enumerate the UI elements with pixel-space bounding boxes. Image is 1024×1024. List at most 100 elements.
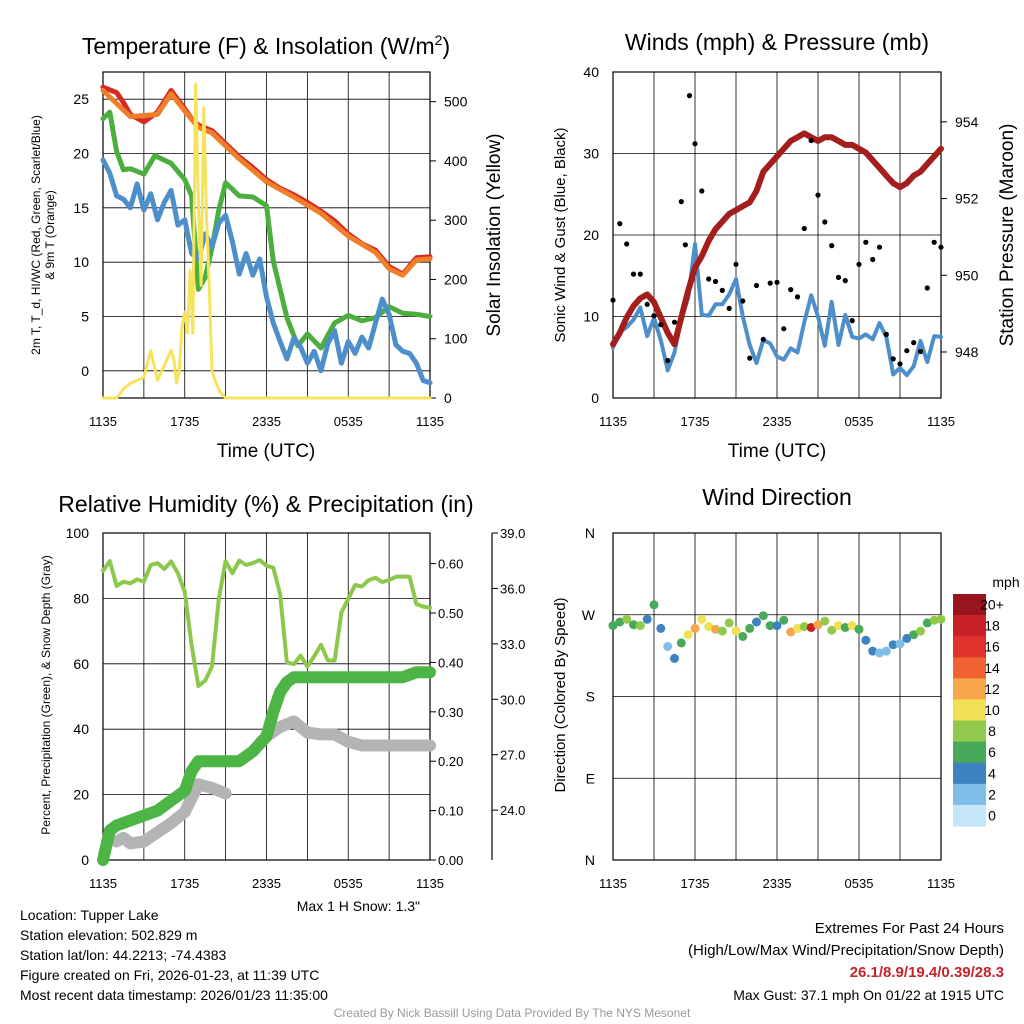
wind-gust-point: [671, 319, 678, 325]
dir-y-tick-label: N: [585, 852, 595, 868]
wind-y-tick-label: 30: [583, 146, 599, 162]
dir-colorbar-swatch: [953, 783, 986, 806]
dir-colorbar-swatch: [953, 594, 986, 616]
dir-y-tick-label: S: [586, 689, 595, 705]
info-location: Location: Tupper Lake: [20, 907, 159, 923]
wind-gust-point: [897, 361, 903, 367]
dir-point: [834, 621, 843, 631]
dir-point: [875, 648, 884, 658]
wind-series-maroon: [610, 130, 944, 348]
dir-point: [663, 642, 673, 651]
temp-y2-tick-label: 300: [444, 212, 468, 228]
dir-x-tick-label: 1735: [681, 876, 710, 891]
dir-point: [608, 621, 618, 631]
wind-gust-point: [733, 261, 739, 267]
rh-y2-tick-label: 0.40: [438, 655, 463, 670]
wind-gust-point: [917, 348, 924, 355]
dir-point: [854, 624, 864, 634]
dir-point: [752, 617, 761, 627]
temp-title: Temperature (F) & Insolation (W/m2): [82, 32, 450, 59]
dir-point: [758, 611, 768, 621]
dir-point: [738, 632, 748, 641]
temp-series-yellow: [101, 82, 432, 400]
dir-point: [827, 625, 837, 635]
dir-point: [683, 630, 693, 640]
dir-colorbar-swatch: [953, 804, 986, 827]
temp-series-orange: [100, 88, 433, 278]
temp-y2-tick-label: 0: [444, 390, 452, 406]
temp-y-tick-label: 0: [81, 363, 89, 379]
temp-y2-tick-label: 500: [444, 94, 468, 110]
wind-y-tick-label: 40: [583, 64, 599, 80]
dir-colorbar-swatch: [953, 636, 986, 658]
dir-point: [711, 624, 720, 634]
temp-series-blue: [100, 157, 433, 386]
wind-gust-point: [883, 331, 889, 337]
temp-y-tick-label: 20: [73, 146, 89, 162]
wind-gust-point: [931, 239, 937, 245]
rh-x-tick-label: 2335: [252, 876, 281, 891]
wind-gust-point: [863, 239, 869, 245]
dir-point: [779, 615, 789, 625]
wind-gust-point: [686, 93, 693, 99]
dir-point: [888, 640, 898, 650]
rh-y3-tick-label: 30.0: [500, 692, 525, 707]
wind-gust-point: [644, 301, 650, 307]
temp-x-tick-label: 2335: [252, 414, 281, 429]
dir-y-label: Direction (Colored By Speed): [552, 597, 569, 792]
wind-y2-tick-label: 948: [955, 344, 979, 360]
dir-point: [881, 646, 891, 656]
dir-x-tick-label: 0535: [845, 876, 874, 891]
dir-colorbar-label: 2: [988, 786, 996, 802]
wind-title: Winds (mph) & Pressure (mb): [625, 29, 929, 55]
wind-gust-point: [712, 278, 719, 285]
extremes-title: Extremes For Past 24 Hours: [814, 920, 1004, 937]
dir-x-tick-label: 2335: [763, 876, 792, 891]
wind-x-tick-label: 2335: [763, 414, 792, 429]
dir-point: [806, 623, 816, 632]
dir-point: [916, 626, 925, 636]
rh-y3-tick-label: 39.0: [500, 526, 525, 541]
dir-point: [697, 614, 707, 624]
temp-x-tick-label: 1135: [416, 414, 444, 429]
dir-point: [615, 617, 625, 627]
wind-y2-tick-label: 950: [955, 267, 979, 283]
rh-y2-tick-label: 0.00: [438, 853, 463, 868]
dir-point: [793, 623, 802, 633]
station-info: Location: Tupper Lake Station elevation:…: [20, 905, 328, 1005]
dir-point: [786, 627, 796, 637]
temp-x-tick-label: 1135: [89, 414, 117, 429]
wind-gust-point: [699, 188, 705, 194]
dir-point: [724, 618, 734, 628]
wind-gust-point: [890, 356, 896, 362]
rh-series-snow: [110, 778, 232, 850]
wind-gust-point: [658, 322, 664, 328]
wind-gust-point: [760, 336, 766, 342]
temp-y2-tick-label: 100: [444, 331, 468, 347]
dir-point: [670, 653, 679, 663]
dir-point: [861, 635, 871, 645]
temp-y-tick-label: 25: [73, 91, 89, 107]
rh-y-tick-label: 60: [73, 656, 89, 672]
dir-point: [717, 626, 727, 636]
dir-point: [676, 638, 686, 648]
dir-point: [635, 621, 645, 631]
wind-gust-point: [617, 221, 623, 227]
wind-gust-point: [747, 355, 753, 361]
dir-colorbar-label: 14: [984, 660, 1000, 676]
temp-y2-label: Solar Insolation (Yellow): [484, 133, 505, 336]
wind-gust-point: [815, 192, 821, 198]
wind-gust-point: [788, 287, 794, 293]
wind-gust-point: [678, 199, 684, 205]
credit-line: Created By Nick Bassill Using Data Provi…: [333, 1006, 691, 1020]
temp-y-label: 2m T, T_d, HI/WC (Red, Green, Scarlet/Bl…: [29, 115, 43, 355]
dir-colorbar-title: mph: [992, 574, 1019, 590]
wind-y2-label: Station Pressure (Maroon): [997, 124, 1018, 347]
rh-y3-tick-label: 36.0: [500, 581, 525, 596]
wind-gust-point: [624, 241, 630, 247]
dir-colorbar-label: 10: [984, 702, 1000, 718]
dir-point: [902, 633, 912, 643]
info-created: Figure created on Fri, 2026-01-23, at 11…: [20, 967, 320, 983]
wind-gust-point: [767, 280, 773, 286]
wind-y-tick-label: 20: [583, 227, 599, 243]
